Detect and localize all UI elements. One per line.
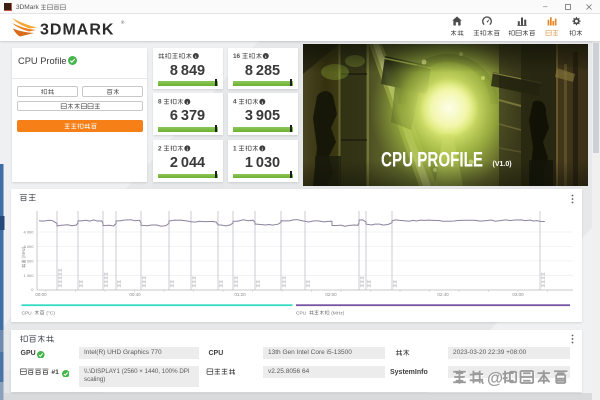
svg-text:4 000: 4 000 bbox=[23, 230, 34, 235]
svg-text:00:40: 00:40 bbox=[129, 292, 141, 297]
svg-text:00:00: 00:00 bbox=[35, 292, 47, 297]
svg-text:1 000: 1 000 bbox=[23, 273, 34, 278]
svg-text:02:00: 02:00 bbox=[325, 292, 337, 297]
svg-text:03:00: 03:00 bbox=[512, 292, 524, 297]
svg-text:02:40: 02:40 bbox=[437, 292, 449, 297]
svg-text:®: ® bbox=[121, 19, 125, 25]
svg-text:CPU PROFILE: CPU PROFILE bbox=[381, 147, 483, 171]
svg-text:2 000: 2 000 bbox=[23, 258, 34, 263]
svg-text:3 000: 3 000 bbox=[23, 244, 34, 249]
svg-text:0: 0 bbox=[31, 287, 34, 292]
svg-text:(V1.0): (V1.0) bbox=[493, 161, 512, 168]
svg-text:01:20: 01:20 bbox=[234, 292, 246, 297]
svg-text:3DMARK: 3DMARK bbox=[40, 22, 114, 39]
